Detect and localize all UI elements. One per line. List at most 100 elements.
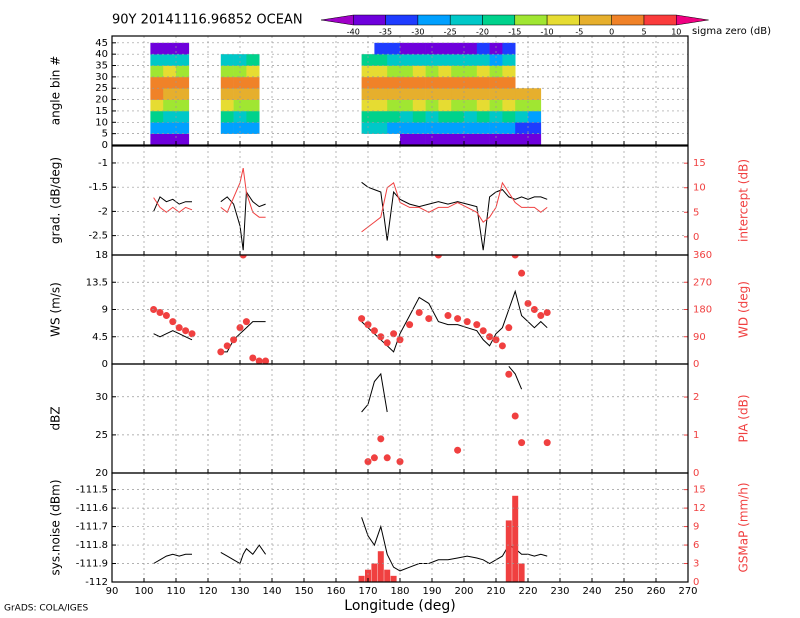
heatmap-cell <box>476 110 490 123</box>
heatmap-cell <box>176 65 190 78</box>
heatmap-cell <box>412 122 426 134</box>
heatmap-cell <box>233 99 247 112</box>
y-axis-label: sys.noise (dBm) <box>49 479 63 575</box>
series-dot <box>505 370 513 378</box>
y2-tick-label: 0 <box>693 232 699 243</box>
heatmap-cell <box>438 65 452 78</box>
heatmap-cell <box>412 133 426 145</box>
heatmap-cell <box>502 110 516 123</box>
panel-frame <box>111 472 689 583</box>
heatmap-cell <box>476 76 490 89</box>
colorbar-swatch <box>676 14 709 26</box>
heatmap-cell <box>374 65 388 78</box>
heatmap-cell <box>412 65 426 78</box>
y-tick-label: 25 <box>95 430 108 441</box>
heatmap-cell <box>502 76 516 89</box>
y-axis-label: dBZ <box>49 406 63 430</box>
series-dot <box>479 327 487 335</box>
heatmap-cell <box>400 122 414 134</box>
series-dot <box>498 342 506 350</box>
heatmap-cell <box>246 99 260 112</box>
heatmap-cell <box>387 54 401 66</box>
y-axis-label: WS (m/s) <box>49 282 63 337</box>
colorbar-tick-label: -40 <box>347 28 360 37</box>
x-tick-label: 210 <box>486 586 505 597</box>
series-dot <box>524 299 532 307</box>
heatmap-cell <box>502 133 516 145</box>
heatmap-cell <box>387 65 401 78</box>
heatmap-cell <box>515 110 529 123</box>
y2-tick-label: 1 <box>693 430 699 441</box>
series-dot <box>182 327 190 335</box>
series-bar <box>518 563 525 582</box>
y2-tick-label: 180 <box>693 305 712 316</box>
x-tick-label: 110 <box>166 586 185 597</box>
heatmap-cell <box>400 99 414 112</box>
heatmap-cell <box>489 99 503 112</box>
x-tick-label: 160 <box>326 586 345 597</box>
colorbar-tick-label: 0 <box>609 28 614 37</box>
y-axis-label: grad. (dB/deg) <box>49 157 63 244</box>
series-dot <box>249 354 257 362</box>
heatmap-cell <box>387 88 401 100</box>
heatmap-cell <box>438 88 452 100</box>
series-dot <box>492 336 500 344</box>
y-tick-label: 20 <box>95 95 108 106</box>
x-tick-label: 100 <box>134 586 153 597</box>
colorbar-swatch <box>514 14 548 26</box>
heatmap-cell <box>176 99 190 112</box>
heatmap-cell <box>374 54 388 66</box>
y-tick-label: -111.7 <box>76 522 108 533</box>
y2-tick-label: 5 <box>693 207 699 218</box>
series-line <box>361 365 523 413</box>
heatmap-cell <box>438 76 452 89</box>
heatmap-cell <box>464 54 478 66</box>
series-bar <box>505 520 512 582</box>
heatmap-cell <box>246 88 260 100</box>
heatmap-cell <box>361 122 375 134</box>
heatmap-cell <box>464 42 478 55</box>
series-dot <box>262 357 270 364</box>
colorbar-tick-label: 10 <box>671 28 681 37</box>
heatmap-cell <box>246 54 260 66</box>
heatmap-cell <box>464 122 478 134</box>
heatmap-cell <box>400 110 414 123</box>
heatmap-cell <box>502 122 516 134</box>
heatmap-cell <box>451 54 465 66</box>
series-dot <box>370 454 378 462</box>
x-tick-label: 170 <box>358 586 377 597</box>
heatmap-cell <box>425 54 439 66</box>
heatmap-cell <box>246 65 260 78</box>
series-dot <box>358 315 366 323</box>
y-tick-label: 9 <box>102 305 108 316</box>
series-dot <box>383 454 391 462</box>
series-dot <box>377 435 385 443</box>
heatmap-cell <box>438 122 452 134</box>
y2-tick-label: 2 <box>693 392 699 403</box>
series-bar <box>512 495 519 582</box>
x-tick-label: 180 <box>390 586 409 597</box>
heatmap-cell <box>163 76 177 89</box>
y-tick-label: 25 <box>95 83 108 94</box>
series-bar <box>377 551 384 582</box>
heatmap-cell <box>246 110 260 123</box>
series-dot <box>511 255 519 259</box>
heatmap-cell <box>464 110 478 123</box>
x-tick-label: 120 <box>198 586 217 597</box>
heatmap-cell <box>176 42 190 55</box>
heatmap-cell <box>412 99 426 112</box>
x-tick-label: 140 <box>262 586 281 597</box>
colorbar-tick-label: -30 <box>411 28 424 37</box>
heatmap-cell <box>476 122 490 134</box>
heatmap-cell <box>438 42 452 55</box>
heatmap-cell <box>400 88 414 100</box>
series-dot <box>364 321 372 329</box>
heatmap-cell <box>150 42 164 55</box>
x-tick-label: 200 <box>454 586 473 597</box>
series-dot <box>364 458 372 466</box>
y-tick-label: -111.8 <box>76 540 108 551</box>
heatmap-cell <box>150 88 164 100</box>
series-dot <box>530 306 538 313</box>
y-tick-label: 13.5 <box>86 277 108 288</box>
